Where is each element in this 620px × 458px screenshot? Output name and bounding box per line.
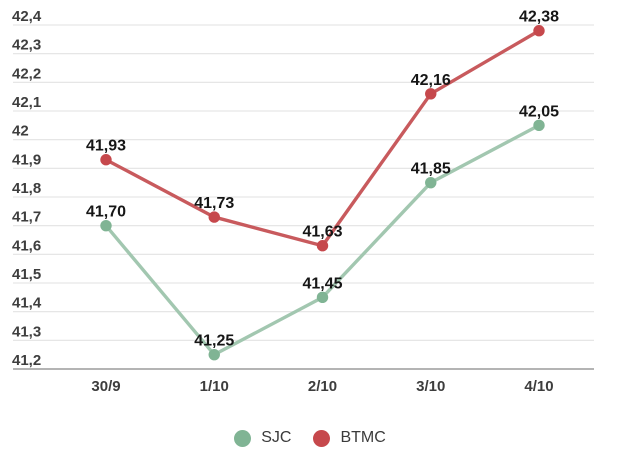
data-point-marker-sjc — [533, 119, 545, 132]
data-point-label-sjc: 41,25 — [194, 333, 234, 350]
data-point-marker-sjc — [425, 176, 437, 189]
y-axis-tick-label: 42,3 — [12, 37, 41, 54]
data-point-label-sjc: 41,85 — [411, 161, 451, 178]
legend-label-sjc: SJC — [261, 429, 292, 446]
data-point-label-sjc: 41,70 — [86, 204, 126, 221]
x-axis-tick-label: 1/10 — [200, 378, 229, 395]
y-axis-tick-label: 41,9 — [12, 151, 41, 168]
data-point-label-btmc: 42,16 — [411, 72, 451, 89]
y-axis-tick-label: 42,2 — [12, 65, 41, 82]
data-point-marker-btmc — [533, 25, 545, 37]
y-axis-tick-label: 41,8 — [12, 180, 41, 197]
data-point-marker-sjc — [208, 348, 220, 361]
data-point-label-sjc: 41,45 — [302, 275, 342, 292]
series-line-btmc — [104, 29, 541, 248]
data-point-label-btmc: 41,93 — [86, 138, 126, 155]
y-axis-tick-label: 41,7 — [12, 209, 41, 226]
legend-item-sjc: SJC — [234, 429, 291, 447]
data-point-marker-btmc — [208, 211, 220, 223]
x-axis-tick-label: 2/10 — [308, 378, 337, 395]
y-axis-tick-label: 41,3 — [12, 323, 41, 340]
data-point-label-sjc: 42,05 — [519, 103, 559, 120]
y-axis-tick-label: 41,4 — [12, 295, 42, 312]
data-point-marker-btmc — [100, 154, 112, 166]
chart-legend: SJC BTMC — [0, 429, 620, 447]
legend-label-btmc: BTMC — [340, 429, 386, 446]
data-point-label-btmc: 41,73 — [194, 195, 234, 212]
y-axis-tick-label: 42,1 — [12, 94, 41, 111]
legend-dot-btmc — [313, 429, 331, 447]
x-axis-tick-label: 4/10 — [524, 378, 553, 395]
data-point-marker-btmc — [316, 240, 329, 252]
y-axis-tick-label: 42,4 — [12, 8, 42, 25]
data-point-label-btmc: 42,38 — [519, 9, 559, 26]
data-point-label-btmc: 41,63 — [302, 224, 342, 241]
y-axis-tick-label: 42 — [12, 123, 29, 140]
data-point-marker-sjc — [100, 219, 112, 232]
legend-dot-sjc — [234, 429, 252, 447]
y-axis-tick-label: 41,5 — [12, 266, 41, 283]
data-point-marker-sjc — [316, 291, 329, 304]
legend-item-btmc: BTMC — [313, 429, 386, 447]
y-axis-tick-label: 41,2 — [12, 352, 41, 369]
data-point-marker-btmc — [425, 88, 437, 100]
x-axis-tick-label: 3/10 — [416, 378, 445, 395]
y-axis-tick-label: 41,6 — [12, 237, 41, 254]
x-axis-tick-label: 30/9 — [91, 378, 120, 395]
line-chart: 42,4 42,3 42,2 42,1 42 41,9 41,8 41,7 41,6 41,5 41… — [12, 8, 594, 395]
